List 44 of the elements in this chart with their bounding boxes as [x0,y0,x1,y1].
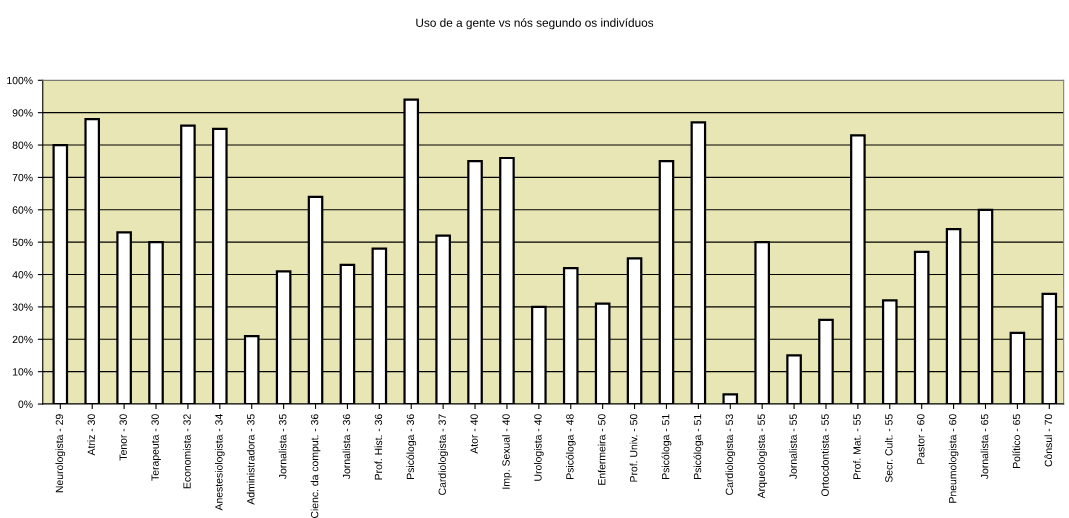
x-tick-label: Prof. Hist. - 36 [374,414,383,480]
x-tick-label: Prof. Mat. - 55 [853,414,861,479]
x-tick-label: Cardiologista - 37 [438,414,448,495]
x-tick-label: Terapeuta - 30 [151,414,161,481]
y-tick-label: 30% [12,303,33,311]
x-tick-label: Tenor - 30 [119,414,127,461]
x-tick-label: Prof. Univ. - 50 [629,414,638,482]
x-tick-label: Cônsul - 70 [1044,414,1053,467]
x-tick-label: Jornalista - 35 [278,414,287,480]
y-tick-label: 90% [12,109,33,117]
x-tick-label: Arqueologista - 55 [757,414,768,499]
x-tick-label: Pneumologista - 60 [948,414,959,503]
x-tick-label: Enfermeira - 50 [597,414,606,485]
x-tick-label: Psicóloga - 51 [693,414,704,479]
x-tick-label: Economista - 32 [183,414,191,489]
x-tick-label: Psicóloga - 36 [406,414,417,479]
y-tick-label: 80% [12,141,33,149]
x-tick-label: Jornalista - 55 [789,414,797,480]
chart-title: Uso de a gente vs nós segundo os indivíduos [416,18,654,30]
x-tick-label: Secr. Cult. - 55 [884,414,893,483]
y-tick-label: 70% [12,173,33,182]
x-tick-label: Cienc. da comput. - 36 [310,414,321,518]
x-tick-label: Pastor - 60 [917,414,925,464]
y-tick-label: 20% [12,335,33,344]
x-tick-label: Imp. Sexual - 40 [502,414,512,489]
x-tick-label: Anestesiologista - 34 [214,414,225,511]
x-tick-label: Psicóloga - 51 [661,414,672,479]
x-tick-label: Neurologista - 29 [55,414,66,493]
x-tick-label: Jornalista - 65 [980,414,989,480]
x-tick-label: Ator - 40 [470,414,478,454]
y-tick-label: 40% [12,271,33,279]
x-tick-label: Psicóloga - 48 [565,414,576,479]
y-tick-label: 10% [12,368,33,376]
x-tick-label: Urologista - 40 [534,414,544,481]
x-tick-label: Administradora - 35 [246,414,255,505]
x-tick-label: Cardiologista - 53 [725,414,736,495]
y-tick-label: 60% [12,206,33,214]
y-tick-label: 50% [12,238,33,247]
x-tick-label: Político - 65 [1012,414,1021,468]
x-tick-label: Jornalista - 36 [342,414,351,480]
y-tick-label: 0% [18,400,33,408]
x-tick-label: Atriz - 30 [87,414,96,456]
x-tick-label: Ortocdontista - 55 [821,414,829,497]
y-tick-label: 100% [7,76,33,85]
